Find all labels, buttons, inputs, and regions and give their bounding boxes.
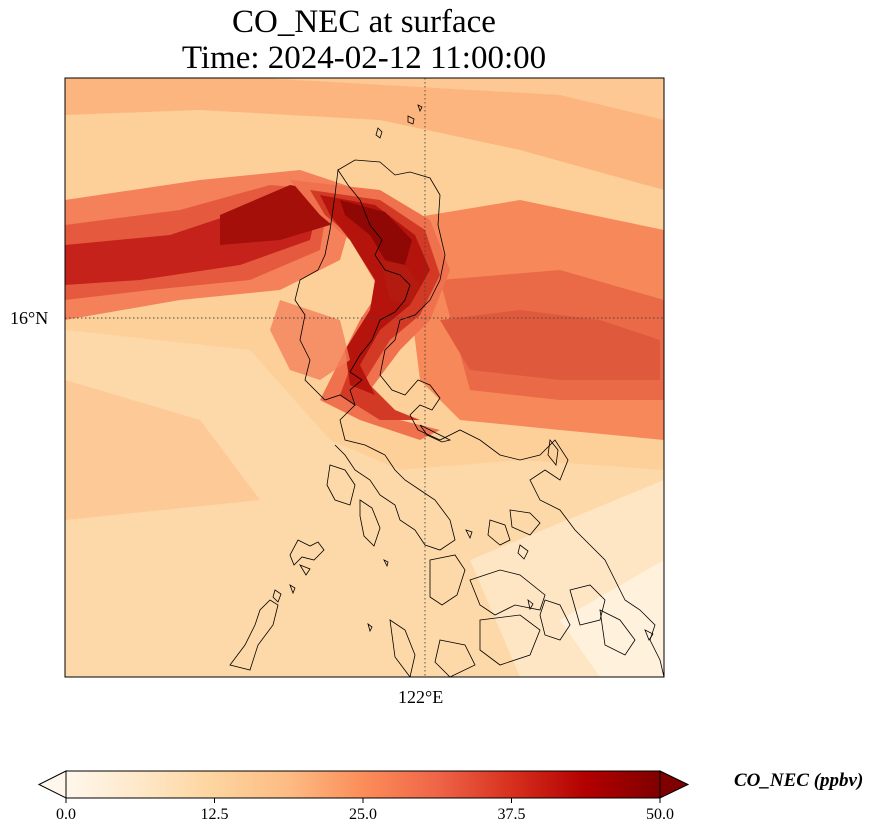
colorbar-tick-label: 25.0 [349,806,377,823]
concentration-field [65,78,664,677]
colorbar-tick-label: 0.0 [56,806,76,823]
lon-tick-label-122e: 122°E [398,687,444,707]
lat-tick-label-16n: 16°N [10,308,49,328]
colorbar [37,770,690,803]
colorbar-tick-label: 12.5 [200,806,229,823]
colorbar-title: CO_NEC (ppbv) [734,770,864,791]
colorbar-gradient [66,771,660,798]
map-frame [64,77,665,678]
colorbar-extend-min [37,770,67,799]
map-title: CO_NEC at surface [232,4,496,40]
colorbar-tick-label: 50.0 [646,806,674,823]
colorbar-extend-max [659,770,690,799]
coastlines [229,104,664,677]
colorbar-tick-label: 37.5 [497,806,526,823]
map-subtitle-time: Time: 2024-02-12 11:00:00 [181,40,547,76]
